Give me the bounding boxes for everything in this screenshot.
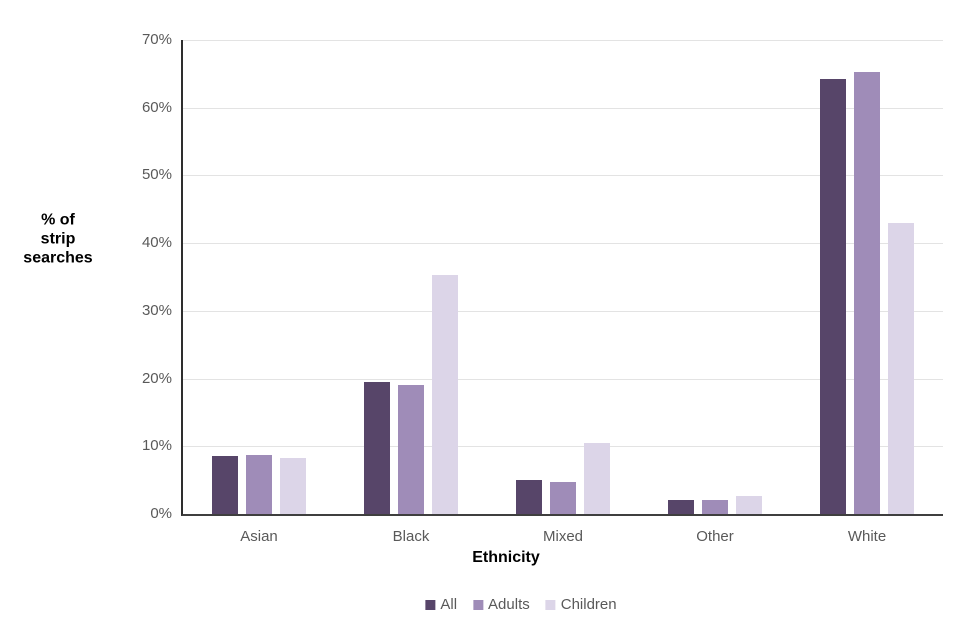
gridline-50: [183, 175, 943, 177]
plot-area: [181, 40, 943, 516]
gridline-20: [183, 378, 943, 380]
bar-group-black: [335, 40, 487, 514]
legend-label-all: All: [440, 596, 458, 613]
gridline-70: [183, 40, 943, 41]
y-tick-label-50: 50%: [141, 166, 172, 184]
y-tick-label-0: 0%: [150, 505, 172, 522]
bar-asian-adults: [246, 455, 272, 514]
x-tick-label-asian: Asian: [240, 528, 278, 545]
gridline-30: [183, 310, 943, 312]
bar-white-children: [888, 222, 914, 514]
x-tick-label-other: Other: [696, 528, 734, 545]
bar-other-children: [736, 496, 762, 514]
y-tick-label-30: 30%: [141, 301, 172, 319]
bar-black-adults: [398, 385, 424, 514]
bar-other-all: [668, 499, 694, 514]
bar-group-other: [639, 40, 791, 514]
legend-label-children: Children: [560, 596, 617, 613]
x-tick-label-white: White: [847, 528, 887, 545]
legend-label-adults: Adults: [488, 596, 530, 613]
x-axis-title: Ethnicity: [472, 549, 540, 566]
gridline-10: [183, 446, 943, 448]
bar-black-all: [364, 381, 390, 514]
legend-item-all: All: [425, 596, 457, 613]
bar-other-adults: [702, 500, 728, 514]
bar-mixed-children: [584, 442, 610, 514]
y-tick-label-70: 70%: [141, 31, 172, 48]
bar-mixed-all: [516, 480, 542, 514]
bar-black-children: [432, 274, 458, 514]
bar-group-mixed: [487, 40, 639, 514]
legend-swatch-children: [545, 599, 556, 610]
bar-white-all: [820, 78, 846, 514]
x-tick-label-black: Black: [392, 528, 430, 545]
bar-group-asian: [183, 40, 335, 514]
bar-asian-children: [280, 457, 306, 514]
legend: All Adults Children: [425, 596, 617, 613]
y-tick-label-40: 40%: [141, 234, 172, 252]
gridline-40: [183, 243, 943, 245]
bar-asian-all: [212, 456, 238, 514]
y-tick-label-20: 20%: [141, 369, 172, 387]
gridline-60: [183, 107, 943, 109]
legend-item-adults: Adults: [473, 596, 530, 613]
y-axis-title: % of strip searches: [23, 211, 93, 267]
legend-swatch-adults: [473, 599, 484, 610]
legend-item-children: Children: [545, 596, 617, 613]
y-tick-label-10: 10%: [141, 437, 172, 455]
x-tick-label-mixed: Mixed: [542, 528, 584, 545]
bar-group-white: [791, 40, 943, 514]
legend-swatch-all: [425, 599, 436, 610]
y-tick-label-60: 60%: [141, 98, 172, 116]
bar-mixed-adults: [550, 482, 576, 514]
bar-white-adults: [854, 71, 880, 514]
